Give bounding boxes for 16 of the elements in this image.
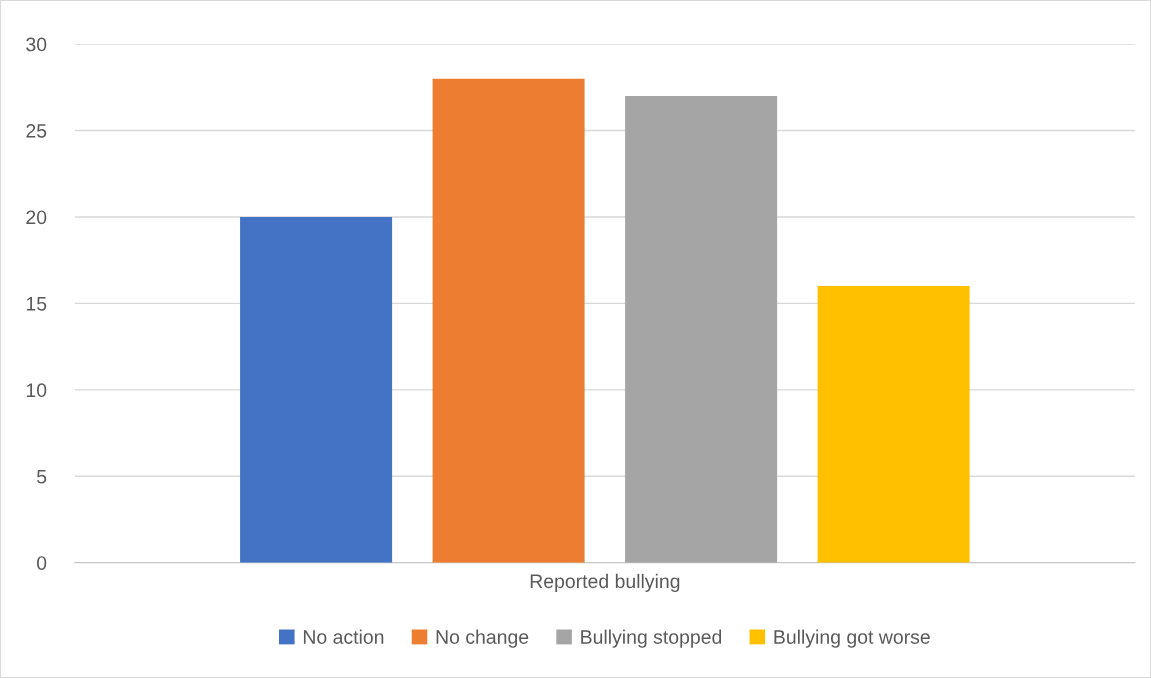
- x-tick-label: Reported bullying: [530, 573, 680, 592]
- y-tick-label: 20: [26, 210, 47, 225]
- legend-label: No change: [436, 629, 529, 648]
- y-tick-label: 15: [26, 297, 47, 311]
- bar: [817, 286, 970, 563]
- y-tick-label: 10: [26, 383, 47, 398]
- legend-label: Bullying got worse: [774, 629, 930, 648]
- legend-label: No action: [303, 629, 384, 644]
- y-tick-label: 25: [26, 123, 47, 138]
- y-tick-label: 5: [37, 469, 47, 484]
- bar: [625, 95, 778, 563]
- y-tick-label: 0: [36, 556, 47, 570]
- y-tick-label: 30: [26, 37, 47, 52]
- bar: [240, 216, 393, 563]
- bar: [432, 78, 585, 563]
- legend-label: Bullying stopped: [581, 629, 722, 648]
